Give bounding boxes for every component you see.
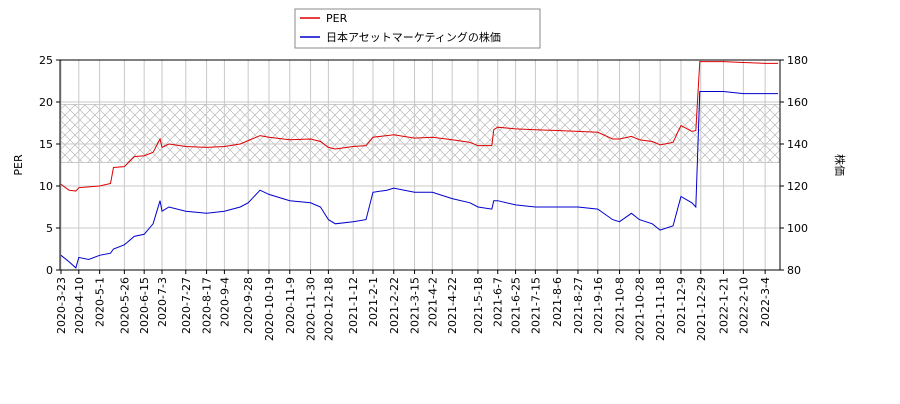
x-tick-label: 2021-1-12 [347, 277, 360, 334]
x-tick-label: 2020-5-26 [118, 277, 131, 334]
x-tick-label: 2021-8-27 [572, 277, 585, 334]
y-axis-label: PER [12, 154, 25, 176]
range-band [59, 104, 781, 163]
y-tick-label: 0 [46, 264, 53, 277]
x-tick-label: 2022-3-4 [759, 277, 772, 327]
y2-tick-label: 80 [787, 264, 801, 277]
x-tick-label: 2020-12-18 [322, 277, 335, 341]
x-tick-label: 2020-6-15 [138, 277, 151, 334]
x-tick-label: 2022-2-10 [737, 277, 750, 334]
x-tick-label: 2021-7-15 [529, 277, 542, 334]
y2-tick-label: 180 [787, 54, 808, 67]
x-tick-label: 2021-12-9 [675, 277, 688, 334]
series-line [60, 91, 779, 269]
y-tick-label: 25 [39, 54, 53, 67]
x-tick-label: 2021-8-6 [551, 277, 564, 327]
legend-box [294, 8, 541, 49]
x-tick-label: 2020-4-10 [73, 277, 86, 334]
x-tick-label: 2020-9-28 [242, 277, 255, 334]
x-tick-label: 2021-6-25 [510, 277, 523, 334]
legend: PER 日本アセットマーケティングの株価 [294, 8, 541, 49]
x-tick-label: 2021-5-18 [472, 277, 485, 334]
x-tick-label: 2020-10-19 [263, 277, 276, 341]
plot-frame [59, 59, 781, 271]
x-tick-label: 2021-2-1 [367, 277, 380, 327]
y-tick-label: 20 [39, 96, 53, 109]
x-tick-label: 2021-12-29 [695, 277, 708, 341]
legend-label: 日本アセットマーケティングの株価 [326, 30, 501, 44]
x-tick-label: 2021-10-8 [614, 277, 627, 334]
x-tick-label: 2021-10-28 [633, 277, 646, 341]
x-tick-label: 2021-2-22 [388, 277, 401, 334]
x-tick-label: 2021-6-7 [492, 277, 505, 327]
x-tick-label: 2021-4-2 [426, 277, 439, 327]
x-tick-label: 2020-7-3 [156, 277, 169, 327]
x-tick-label: 2021-9-16 [592, 277, 605, 334]
x-tick-label: 2020-9-4 [218, 277, 231, 327]
x-tick-label: 2022-1-21 [718, 277, 731, 334]
series-line [60, 61, 779, 192]
y-tick-label: 15 [39, 138, 53, 151]
y2-tick-label: 120 [787, 180, 808, 193]
x-tick-label: 2020-3-23 [55, 277, 68, 334]
x-tick-label: 2021-3-15 [409, 277, 422, 334]
x-tick-label: 2020-11-9 [284, 277, 297, 334]
y2-axis-label: 株価 [833, 154, 847, 176]
x-tick-label: 2020-7-27 [180, 277, 193, 334]
y2-tick-label: 100 [787, 222, 808, 235]
legend-label: PER [326, 12, 348, 25]
y-tick-label: 5 [46, 222, 53, 235]
y2-tick-label: 160 [787, 96, 808, 109]
x-tick-label: 2020-5-1 [94, 277, 107, 327]
x-tick-label: 2021-11-18 [654, 277, 667, 341]
y-tick-label: 10 [39, 180, 53, 193]
x-tick-label: 2020-11-30 [305, 277, 318, 341]
x-tick-label: 2021-4-22 [446, 277, 459, 334]
x-tick-label: 2020-8-17 [201, 277, 214, 334]
y2-tick-label: 140 [787, 138, 808, 151]
